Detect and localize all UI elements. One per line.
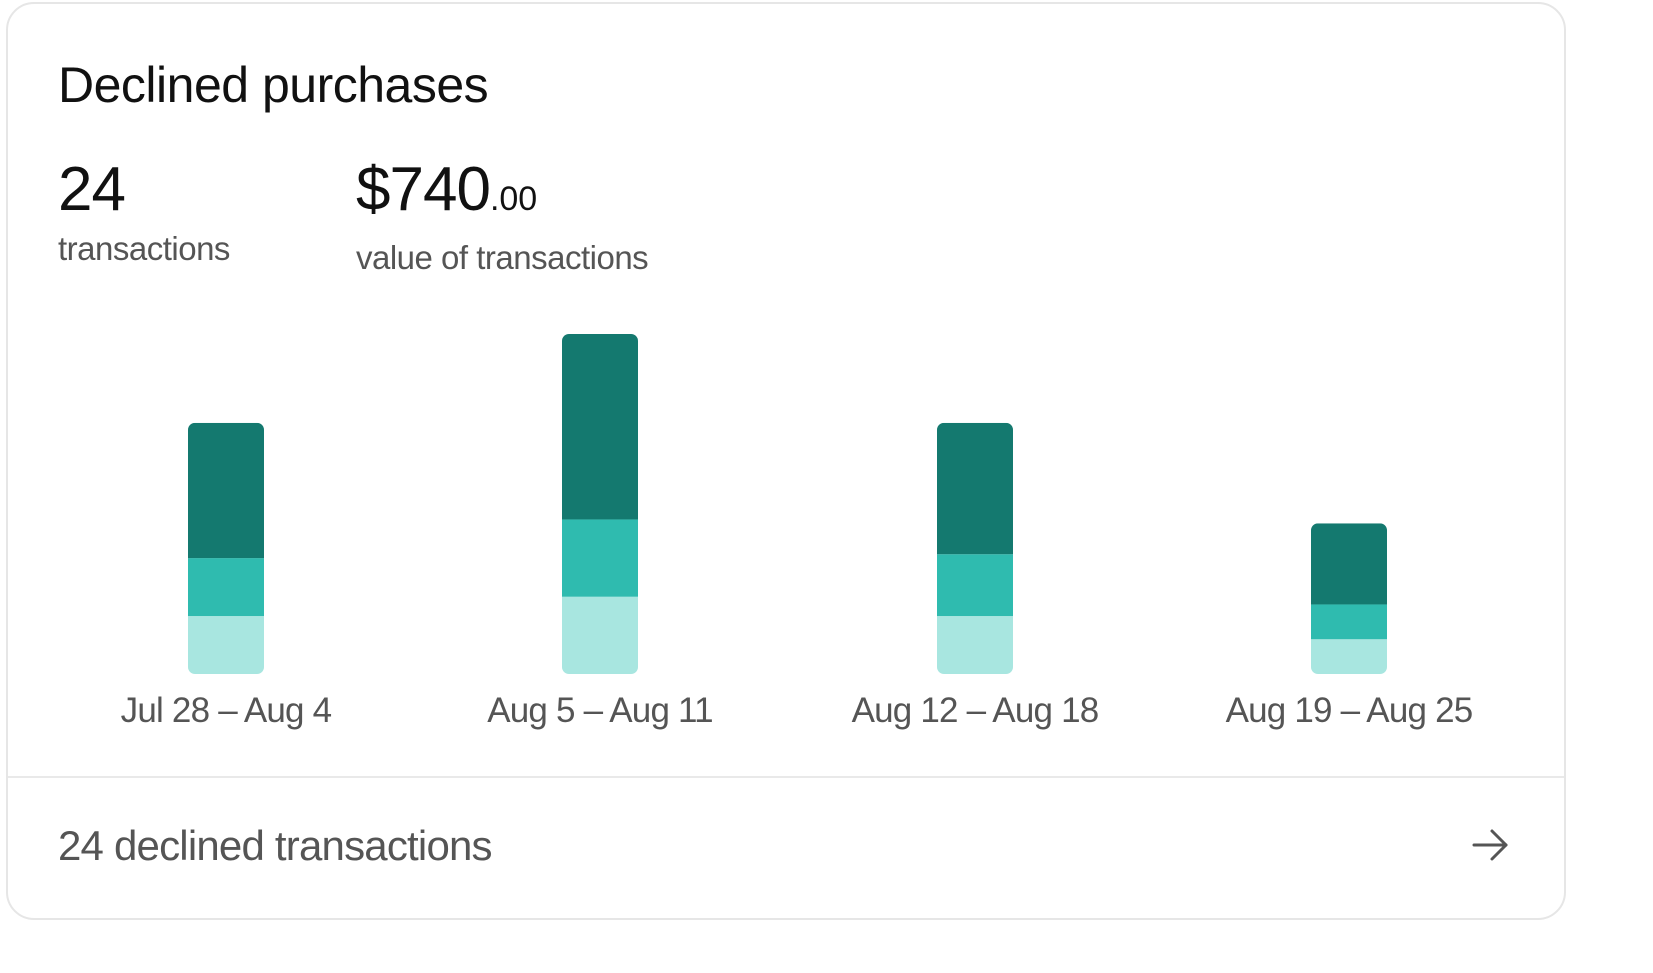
bar-segment-2 bbox=[1311, 523, 1387, 605]
transaction-count-label: transactions bbox=[58, 230, 230, 267]
bar-segment-0 bbox=[562, 596, 638, 674]
declined-transactions-label: 24 declined transactions bbox=[58, 822, 493, 869]
transaction-count-stat: 24 transactions bbox=[58, 154, 230, 268]
bar-segment-1 bbox=[562, 519, 638, 597]
bar-segment-1 bbox=[937, 554, 1013, 617]
arrow-right-icon bbox=[1472, 829, 1508, 861]
bar-segment-0 bbox=[188, 616, 264, 674]
x-tick-label: Aug 5 – Aug 11 bbox=[487, 691, 713, 730]
x-tick-label: Aug 12 – Aug 18 bbox=[851, 691, 1100, 730]
chart-plot bbox=[188, 334, 1387, 674]
footer-divider bbox=[8, 776, 1564, 778]
declined-stacked-bar-chart: Jul 28 – Aug 4 Aug 5 – Aug 11 Aug 12 – Aug… bbox=[8, 304, 1564, 774]
bar-segment-0 bbox=[1311, 639, 1387, 674]
bar-segment-2 bbox=[562, 334, 638, 520]
bar-group bbox=[937, 422, 1013, 674]
transaction-value: $740.00 bbox=[356, 154, 648, 235]
bar-group bbox=[188, 422, 264, 674]
bar-group bbox=[1311, 523, 1387, 674]
transaction-count: 24 bbox=[58, 155, 126, 224]
bar-segment-2 bbox=[937, 422, 1013, 555]
declined-transactions-link[interactable]: 24 declined transactions bbox=[8, 778, 1564, 918]
transaction-value-stat: $740.00 value of transactions bbox=[356, 154, 649, 277]
transaction-value-label: value of transactions bbox=[356, 239, 649, 276]
x-tick-label: Aug 19 – Aug 25 bbox=[1225, 691, 1474, 730]
declined-purchases-card: Declined purchases 24 transactions $740.… bbox=[6, 2, 1566, 920]
bar-group bbox=[562, 334, 638, 674]
bar-segment-2 bbox=[188, 422, 264, 559]
bar-segment-1 bbox=[188, 558, 264, 617]
transaction-value-cents: .00 bbox=[489, 180, 538, 218]
bar-segment-1 bbox=[1311, 604, 1387, 640]
x-tick-label: Jul 28 – Aug 4 bbox=[120, 691, 332, 730]
transaction-value-dollars: $740 bbox=[356, 155, 491, 224]
bar-segment-0 bbox=[937, 616, 1013, 674]
card-title: Declined purchases bbox=[58, 57, 489, 113]
